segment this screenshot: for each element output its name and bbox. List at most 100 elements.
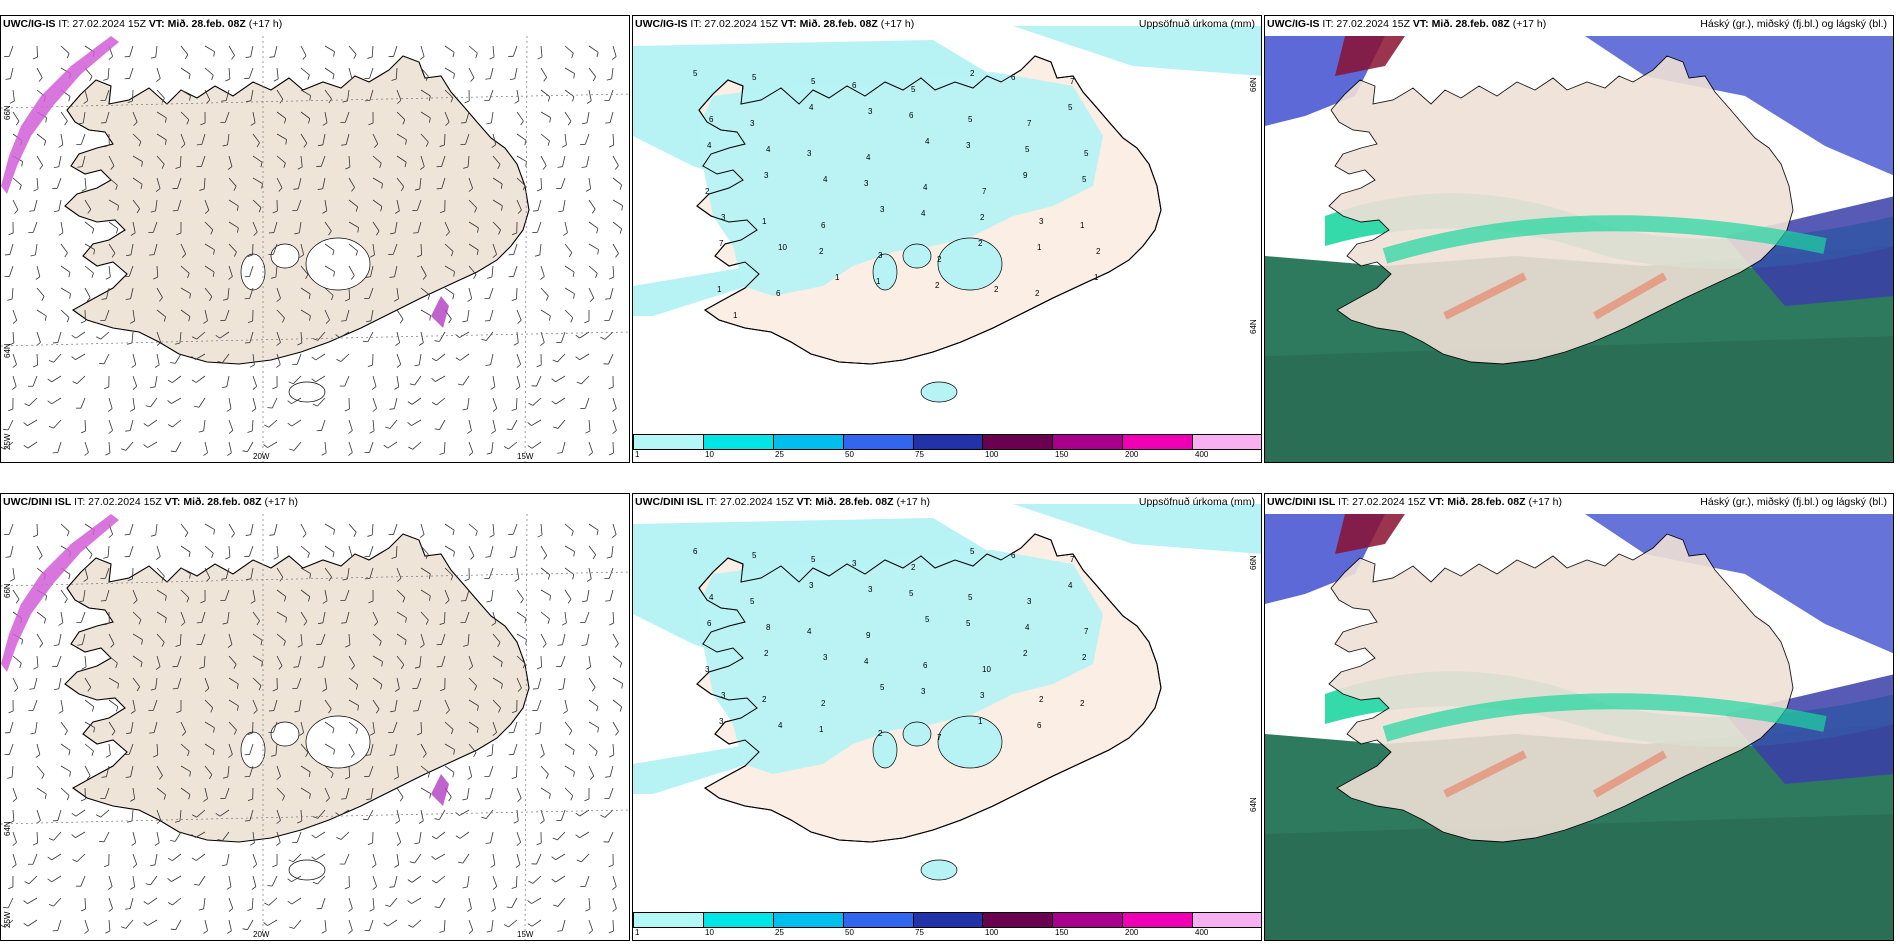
precip-value: 4 xyxy=(866,153,871,162)
precip-value: 3 xyxy=(878,251,883,260)
wind-barbs xyxy=(1,523,623,934)
precip-value: 7 xyxy=(937,733,942,742)
colorbar-label: 75 xyxy=(915,450,924,459)
precip-value: 6 xyxy=(1011,551,1016,560)
precip-value: 4 xyxy=(709,593,714,602)
precip-value: 8 xyxy=(766,623,771,632)
precip-value: 4 xyxy=(766,145,771,154)
model-name: UWC/DINI ISL xyxy=(1267,496,1336,508)
map-canvas xyxy=(1,16,629,462)
precip-value: 2 xyxy=(705,187,710,196)
precip-value: 5 xyxy=(811,555,816,564)
precip-value: 3 xyxy=(966,141,971,150)
precip-value: 4 xyxy=(707,141,712,150)
precip-value: 6 xyxy=(693,547,698,556)
glacier-patch xyxy=(902,721,932,747)
colorbar-swatch xyxy=(913,435,984,449)
valid-time: VT: Mið. 28.feb. 08Z xyxy=(796,496,894,508)
precip-value: 5 xyxy=(909,589,914,598)
precip-value: 1 xyxy=(733,311,738,320)
precip-area-land xyxy=(699,550,1103,774)
colorbar-swatch xyxy=(1123,435,1194,449)
precip-value: 1 xyxy=(1094,273,1099,282)
map-canvas xyxy=(1265,16,1893,462)
precip-value: 5 xyxy=(966,619,971,628)
precip-value: 6 xyxy=(923,661,928,670)
longitude-label: 15W xyxy=(517,930,534,939)
colorbar-swatch xyxy=(1193,913,1261,927)
panel-header: UWC/DINI ISL IT: 27.02.2024 15Z VT: Mið.… xyxy=(3,496,623,512)
precip-value: 2 xyxy=(1023,649,1028,658)
precip-value: 1 xyxy=(978,717,983,726)
init-time: IT: 27.02.2024 15Z xyxy=(690,18,778,30)
init-time: IT: 27.02.2024 15Z xyxy=(74,496,162,508)
precip-value: 2 xyxy=(819,247,824,256)
precip-value: 2 xyxy=(978,239,983,248)
valid-time: VT: Mið. 28.feb. 08Z xyxy=(1412,18,1510,30)
longitude-label: 20W xyxy=(253,930,270,939)
precip-value: 3 xyxy=(807,149,812,158)
colorbar-label: 10 xyxy=(705,450,714,459)
latitude-label: 64N xyxy=(3,821,12,836)
latitude-label: 66N xyxy=(1249,77,1258,92)
glacier-patch xyxy=(288,381,326,403)
precip-band xyxy=(1,36,119,194)
colorbar-label: 200 xyxy=(1125,928,1139,937)
precip-value: 2 xyxy=(764,649,769,658)
colorbar-label: 50 xyxy=(845,928,854,937)
field-title: Háský (gr.), miðský (fj.bl.) og lágský (… xyxy=(1700,496,1887,508)
precip-value: 5 xyxy=(752,551,757,560)
colorbar-label: 75 xyxy=(915,928,924,937)
precip-value: 3 xyxy=(868,107,873,116)
precip-value: 5 xyxy=(1084,149,1089,158)
precip-value: 5 xyxy=(811,77,816,86)
colorbar-swatch xyxy=(843,913,914,927)
model-name: UWC/IG-IS xyxy=(3,18,56,30)
valid-time: VT: Mið. 28.feb. 08Z xyxy=(1428,496,1526,508)
lead-time: (+17 h) xyxy=(248,18,283,30)
precip-value: 5 xyxy=(911,85,916,94)
model-name: UWC/IG-IS xyxy=(1267,18,1320,30)
precip-value: 6 xyxy=(709,115,714,124)
precip-value: 1 xyxy=(1080,221,1085,230)
colorbar-swatch xyxy=(703,435,774,449)
colorbar-label: 1 xyxy=(635,928,640,937)
precip-colorbar: 1 10 25 50 75 100 150 200 400 xyxy=(633,434,1261,459)
panel-header: UWC/DINI ISL IT: 27.02.2024 15Z VT: Mið.… xyxy=(1267,496,1887,512)
precip-value: 2 xyxy=(878,729,883,738)
precip-value: 6 xyxy=(852,81,857,90)
model-name: UWC/IG-IS xyxy=(635,18,688,30)
precip-value: 3 xyxy=(721,213,726,222)
glacier-patch xyxy=(270,243,300,269)
glacier-patch xyxy=(937,237,1003,291)
map-panel-wind: UWC/DINI ISL IT: 27.02.2024 15Z VT: Mið.… xyxy=(0,493,630,941)
precip-value: 5 xyxy=(970,547,975,556)
colorbar-label: 150 xyxy=(1055,450,1069,459)
precip-value: 1 xyxy=(835,273,840,282)
colorbar-label: 400 xyxy=(1195,928,1209,937)
precip-value: 10 xyxy=(778,243,787,252)
glacier-patch xyxy=(872,731,898,769)
precip-value: 3 xyxy=(721,691,726,700)
precip-value: 7 xyxy=(1027,119,1032,128)
precip-value: 1 xyxy=(876,277,881,286)
precip-value: 2 xyxy=(1080,699,1085,708)
colorbar-swatch xyxy=(773,435,844,449)
precip-value: 4 xyxy=(923,183,928,192)
precip-value: 4 xyxy=(921,209,926,218)
map-panel-cloud: UWC/DINI ISL IT: 27.02.2024 15Z VT: Mið.… xyxy=(1264,493,1894,941)
colorbar-swatch xyxy=(1193,435,1261,449)
model-name: UWC/DINI ISL xyxy=(635,496,704,508)
map-panel-wind: UWC/IG-IS IT: 27.02.2024 15Z VT: Mið. 28… xyxy=(0,15,630,463)
precip-value: 2 xyxy=(994,285,999,294)
panel-header: UWC/IG-IS IT: 27.02.2024 15Z VT: Mið. 28… xyxy=(635,18,1255,34)
precip-value: 3 xyxy=(864,179,869,188)
precip-value: 3 xyxy=(705,665,710,674)
latitude-label: 25W xyxy=(3,433,12,450)
precip-value: 5 xyxy=(1068,103,1073,112)
precip-values: 5 5 5 6 5 2 6 7 6 3 4 3 6 5 7 5 4 4 3 4 4 3 5 5 2 3 4 3 4 7 9 5 3 1 6 3 4 2 3 1… xyxy=(693,69,1101,320)
precip-value: 3 xyxy=(921,687,926,696)
init-time: IT: 27.02.2024 15Z xyxy=(1322,18,1410,30)
precip-value: 3 xyxy=(823,653,828,662)
precip-colorbar: 1 10 25 50 75 100 150 200 400 xyxy=(633,912,1261,937)
